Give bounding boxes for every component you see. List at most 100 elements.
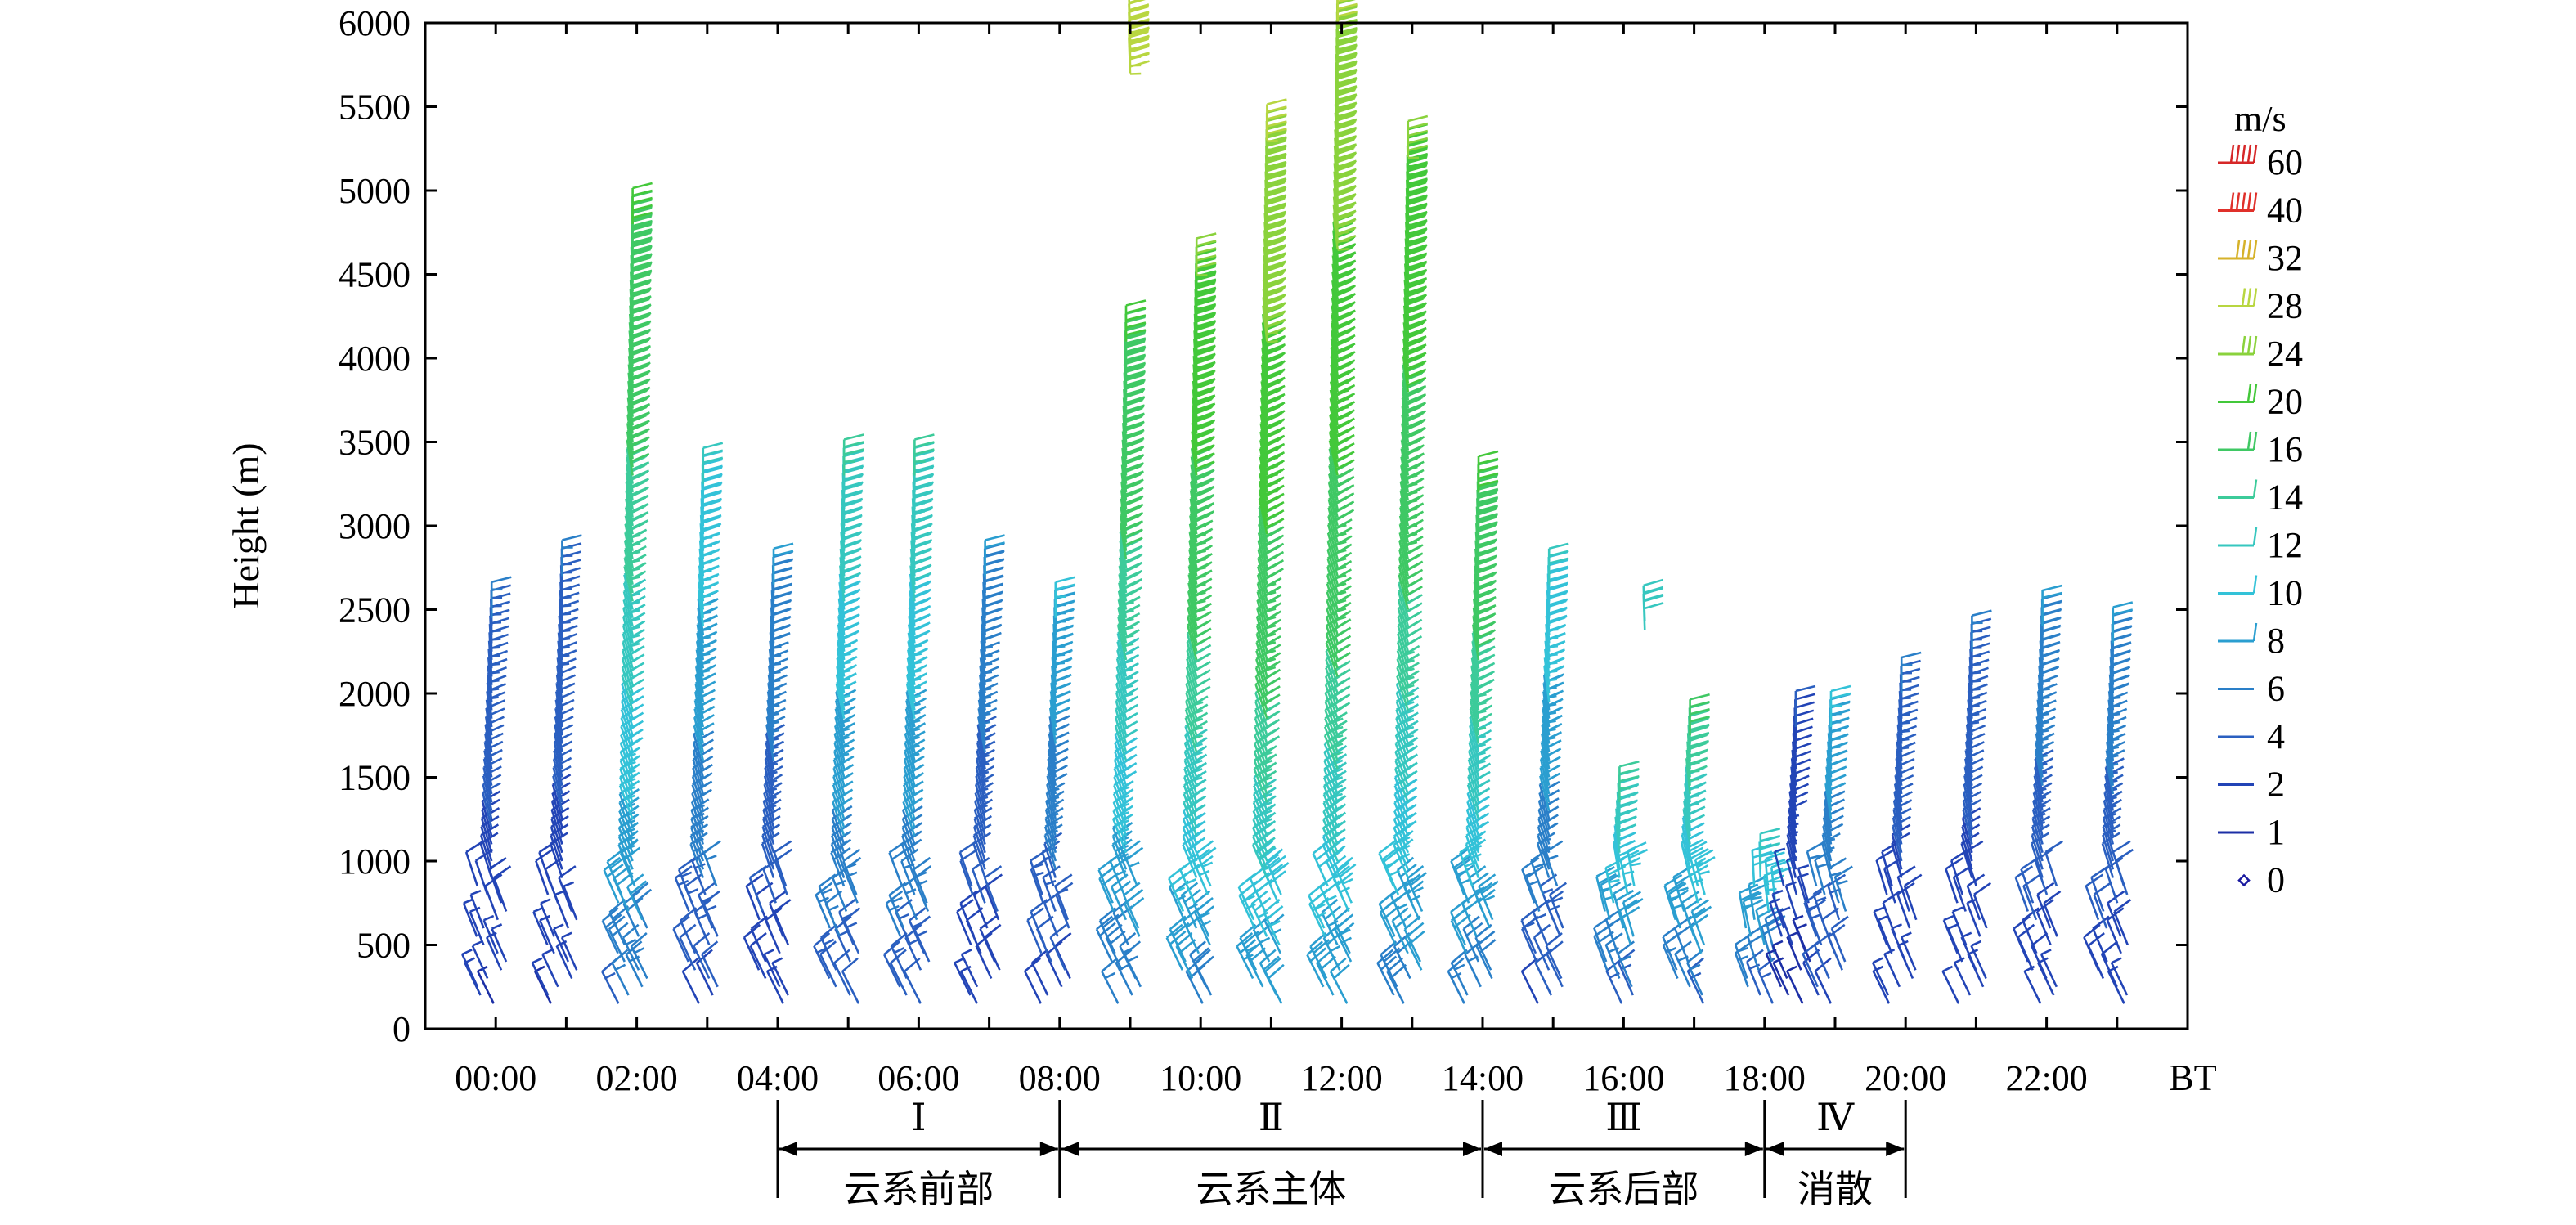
barb-feather (1335, 467, 1355, 479)
barb-staff (1330, 339, 1339, 375)
barb-staff (1260, 381, 1268, 417)
barb-staff (1252, 793, 1268, 828)
barb-staff (469, 894, 485, 929)
barb-feather (749, 932, 767, 947)
barb-half-feather (1315, 911, 1326, 918)
barb-half-feather (632, 283, 644, 286)
wind-profile-column (601, 182, 653, 1004)
barb-half-feather (917, 930, 928, 937)
barb-half-feather (626, 938, 637, 945)
barb-staff (689, 827, 705, 862)
barb-staff (1113, 776, 1128, 811)
barb-staff (620, 700, 634, 736)
barb-half-feather (1196, 340, 1208, 343)
barb-staff (1326, 583, 1339, 619)
barb-staff (479, 834, 493, 870)
barb-staff (1403, 928, 1422, 962)
barb-half-feather (1186, 877, 1197, 885)
barb-half-feather (561, 931, 572, 939)
barb-feather (1306, 940, 1323, 956)
barb-staff (552, 928, 570, 962)
barb-staff (1259, 406, 1268, 442)
barb-staff (1046, 767, 1057, 803)
barb-staff (1254, 734, 1268, 770)
barb-staff (903, 759, 916, 795)
barb-staff (695, 657, 705, 694)
barb-staff (1323, 752, 1339, 787)
barb-staff (1182, 920, 1200, 954)
barb-feather (1042, 865, 1061, 879)
barb-staff (1115, 708, 1128, 744)
barb-staff (1329, 415, 1339, 451)
barb-half-feather (1261, 810, 1272, 816)
barb-staff (978, 683, 986, 719)
barb-staff (1521, 928, 1538, 962)
barb-feather (702, 442, 724, 450)
barb-staff (492, 877, 508, 912)
barb-half-feather (1327, 920, 1339, 927)
barb-staff (1323, 726, 1339, 761)
barb-staff (743, 936, 761, 971)
barb-staff (1193, 912, 1211, 946)
barb-half-feather (1407, 331, 1420, 335)
barb-feather (1123, 586, 1142, 597)
barb-staff (1261, 356, 1268, 393)
barb-staff (972, 868, 986, 904)
barb-half-feather (604, 971, 616, 980)
barb-staff (1116, 624, 1128, 661)
barb-staff (832, 877, 848, 912)
barb-staff (554, 707, 563, 744)
barb-staff (1394, 768, 1410, 803)
barb-feather (702, 505, 722, 514)
barb-staff (1183, 760, 1198, 795)
barb-staff (620, 717, 634, 753)
barb-staff (624, 507, 634, 543)
barb-staff (692, 751, 705, 787)
barb-feather (630, 478, 649, 488)
barb-staff (973, 826, 986, 862)
barb-staff (1308, 903, 1326, 937)
barb-staff (611, 962, 630, 996)
barb-staff (558, 877, 573, 912)
barb-half-feather (1337, 280, 1349, 285)
barb-staff (841, 971, 860, 1004)
barb-staff (903, 776, 916, 811)
barb-staff (1115, 658, 1128, 694)
barb-staff (834, 700, 846, 736)
barb-staff (1185, 692, 1198, 728)
barb-feather (911, 588, 931, 599)
barb-staff (1119, 945, 1137, 980)
barb-staff (1386, 971, 1405, 1004)
barb-staff (1115, 700, 1128, 736)
barb-staff (462, 902, 478, 937)
barb-half-feather (1407, 231, 1420, 235)
barb-staff (959, 860, 974, 895)
barb-staff (480, 818, 493, 854)
barb-staff (836, 649, 846, 685)
barb-staff (1191, 439, 1198, 476)
barb-staff (975, 775, 986, 811)
barb-feather (773, 542, 794, 550)
barb-half-feather (1337, 356, 1349, 361)
barb-staff (481, 809, 493, 845)
barb-staff (1376, 962, 1395, 996)
barb-staff (556, 657, 563, 694)
barb-half-feather (1337, 123, 1349, 126)
barb-staff (1112, 793, 1128, 828)
barb-half-feather (1045, 879, 1057, 886)
barb-staff (1252, 810, 1268, 845)
barb-staff (1048, 742, 1057, 778)
barb-feather (1196, 254, 1217, 262)
barb-feather (632, 204, 653, 212)
barb-half-feather (1337, 147, 1349, 151)
barb-feather (1196, 247, 1217, 254)
barb-feather (1265, 526, 1285, 537)
barb-half-feather (1335, 582, 1347, 588)
barb-staff (1024, 971, 1042, 1004)
barb-staff (480, 826, 493, 862)
barb-staff (1324, 718, 1339, 753)
barb-staff (1395, 709, 1410, 744)
barb-half-feather (1337, 206, 1349, 209)
barb-half-feather (1195, 524, 1207, 529)
barb-staff (1114, 725, 1128, 761)
